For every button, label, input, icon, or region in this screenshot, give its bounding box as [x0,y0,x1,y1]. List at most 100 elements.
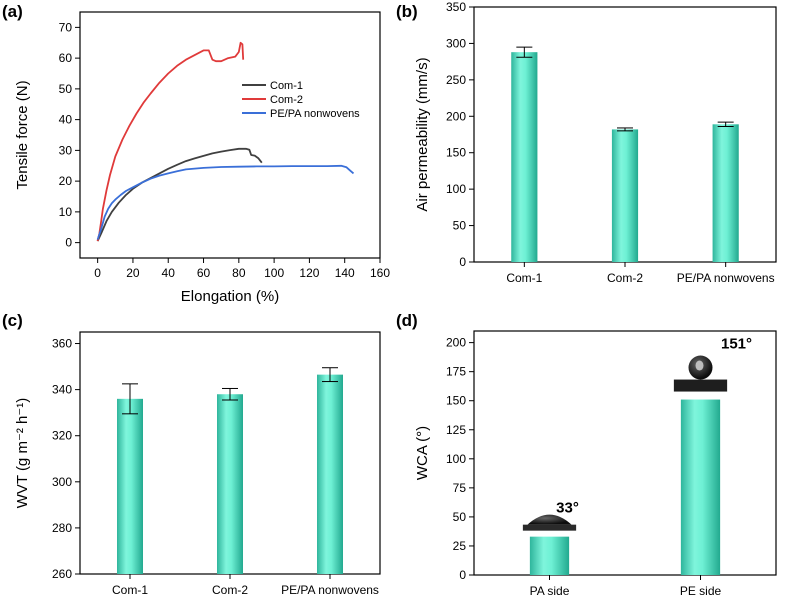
y-tick-label: 260 [52,567,72,581]
y-axis-d: 0 25 50 75 100 125 150 175 200 [446,336,474,582]
substrate-icon [522,524,577,531]
x-tick-label: Com-2 [607,271,643,285]
droplet-pa-side [522,514,577,531]
droplet-pe-side [673,355,728,392]
legend-label: Com-2 [270,94,303,106]
y-tick-label: 100 [446,182,466,196]
error-bar [322,367,338,383]
y-tick-label: 125 [446,423,466,437]
y-tick-label: 60 [59,51,73,65]
y-tick-label: 320 [52,429,72,443]
y-axis-title-a: Tensile force (N) [14,80,31,189]
x-axis-a: 0 20 40 60 80 100 120 140 160 [94,258,390,280]
plot-frame-a [79,11,381,259]
y-tick-label: 200 [446,336,466,350]
y-tick-label: 200 [446,109,466,123]
contact-angle-label: 33° [556,500,579,517]
y-tick-label: 50 [59,82,73,96]
series-line-pe-pa-nonwovens [96,164,355,240]
x-axis-d: PA side PE side [530,575,722,598]
y-axis-b: 0 50 100 150 200 250 300 350 [446,0,474,269]
y-tick-label: 50 [453,219,467,233]
x-tick-label: 0 [94,266,101,280]
y-tick-label: 350 [446,0,466,14]
error-bar [516,46,533,58]
x-tick-label: 80 [232,266,246,280]
x-tick-label: 120 [299,266,319,280]
x-tick-label: PA side [530,584,570,598]
bar-pa-side [529,536,570,575]
drop-highlight [695,360,704,371]
error-bar [122,383,138,415]
plot-frame-d [473,330,777,576]
panel-a: 0 10 20 30 40 50 60 70 0 20 40 60 80 100 120 140 160 Elon… [14,11,390,305]
y-tick-label: 0 [459,568,466,582]
bar-com-2 [217,394,243,574]
x-axis-b: Com-1 Com-2 PE/PA nonwovens [506,262,775,285]
x-tick-label: PE side [680,584,722,598]
x-tick-label: 40 [162,266,176,280]
x-axis-c: Com-1 Com-2 PE/PA nonwovens [112,574,379,597]
bar-com-2 [611,129,639,262]
y-tick-label: 100 [446,452,466,466]
x-tick-label: PE/PA nonwovens [677,271,775,285]
panel-c: 260 280 300 320 340 360 Com-1 Com-2 PE/PA nonwov… [14,331,381,597]
y-tick-label: 360 [52,337,72,351]
x-axis-title-a: Elongation (%) [181,288,279,305]
panel-label: (c) [2,311,23,330]
contact-angle-label: 151° [721,336,752,353]
y-tick-label: 150 [446,394,466,408]
y-tick-label: 300 [446,36,466,50]
legend-label: Com-1 [270,80,303,92]
panel-b: 0 50 100 150 200 250 300 350 Com-1 Com-2 PE/PA non… [414,0,777,285]
substrate-icon [673,379,728,392]
y-tick-label: 75 [453,481,467,495]
y-tick-label: 30 [59,143,73,157]
panel-label: (a) [2,2,23,21]
y-tick-label: 0 [65,236,72,250]
y-tick-label: 50 [453,510,467,524]
y-tick-label: 25 [453,539,467,553]
legend-a: Com-1 Com-2 PE/PA nonwovens [242,80,360,120]
bar-pe-side [680,399,721,575]
x-tick-label: 160 [370,266,390,280]
x-tick-label: PE/PA nonwovens [281,583,379,597]
y-tick-label: 40 [59,113,73,127]
y-tick-label: 250 [446,73,466,87]
water-drop-icon [527,514,572,525]
bar-pe-pa-nonwovens [712,124,739,262]
bar-com-1 [117,398,143,574]
series-line-com-1 [96,147,263,242]
y-tick-label: 280 [52,521,72,535]
y-tick-label: 175 [446,365,466,379]
y-axis-a: 0 10 20 30 40 50 60 70 [59,20,80,250]
bar-pe-pa-nonwovens [317,374,343,574]
y-tick-label: 20 [59,174,73,188]
x-tick-label: 140 [335,266,355,280]
panel-label: (d) [396,311,418,330]
error-bar [617,127,633,132]
x-tick-label: Com-1 [112,583,148,597]
x-tick-label: Com-1 [506,271,542,285]
x-tick-label: 60 [197,266,211,280]
y-tick-label: 300 [52,475,72,489]
y-axis-c: 260 280 300 320 340 360 [52,337,80,581]
legend-label: PE/PA nonwovens [270,108,360,120]
series-line-com-2 [96,41,245,242]
y-tick-label: 0 [459,255,466,269]
x-tick-label: Com-2 [212,583,248,597]
x-tick-label: 20 [126,266,140,280]
panel-label: (b) [396,2,418,21]
error-bar [717,121,734,127]
error-bar [222,387,238,401]
y-axis-title-b: Air permeability (mm/s) [414,57,431,211]
panel-d: 0 25 50 75 100 125 150 175 200 PA side PE side WCA … [414,330,777,598]
bar-com-1 [511,52,538,262]
y-tick-label: 340 [52,383,72,397]
y-axis-title-d: WCA (°) [414,426,431,480]
y-tick-label: 10 [59,205,73,219]
y-tick-label: 70 [59,20,73,34]
y-axis-title-c: WVT (g m⁻² h⁻¹) [14,398,31,509]
y-tick-label: 150 [446,146,466,160]
